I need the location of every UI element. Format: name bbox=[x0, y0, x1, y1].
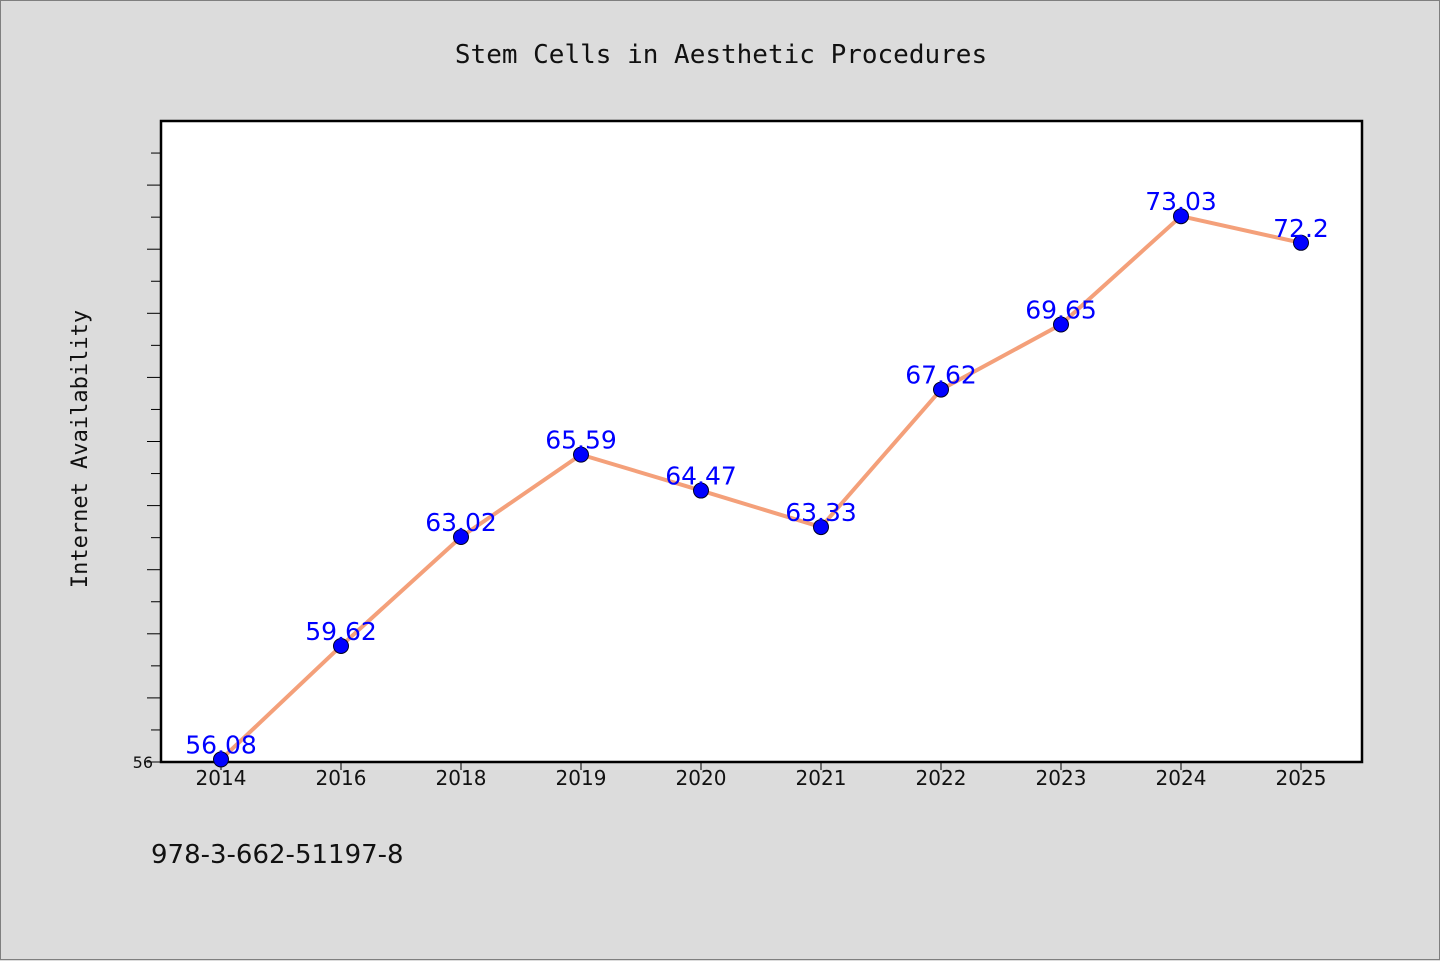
series-line bbox=[219, 214, 1302, 761]
x-tick-label: 2024 bbox=[1156, 766, 1207, 790]
y-tick-label: 56 bbox=[133, 753, 153, 772]
x-tick-label: 2019 bbox=[556, 766, 607, 790]
data-point bbox=[213, 751, 229, 768]
data-label: 56.08 bbox=[185, 730, 257, 759]
x-tick-label: 2023 bbox=[1036, 766, 1087, 790]
x-tick-label: 2016 bbox=[316, 766, 367, 790]
data-point bbox=[333, 637, 349, 654]
data-point bbox=[813, 519, 829, 536]
data-label: 73.03 bbox=[1145, 187, 1217, 216]
y-axis-label: Internet Availability bbox=[68, 310, 93, 588]
data-label: 64.47 bbox=[665, 462, 737, 491]
x-axis-ticks: 2014 2016 2018 2019 2020 2021 2022 2023 2024 2025 bbox=[196, 762, 1327, 790]
chart-title: Stem Cells in Aesthetic Procedures bbox=[455, 40, 987, 70]
data-label: 63.02 bbox=[425, 508, 497, 537]
x-tick-label: 2018 bbox=[436, 766, 487, 790]
data-point bbox=[1293, 234, 1309, 251]
data-label: 65.59 bbox=[545, 426, 617, 455]
y-axis-ticks: 56 bbox=[133, 152, 161, 772]
data-label: 59.62 bbox=[305, 617, 377, 646]
series-group: 56.08 59.62 63.02 65.59 64.47 63.33 67.62 69.65… bbox=[185, 187, 1329, 768]
data-label: 69.65 bbox=[1025, 296, 1097, 325]
x-tick-label: 2025 bbox=[1276, 766, 1327, 790]
data-label: 63.33 bbox=[785, 498, 857, 527]
data-point bbox=[1173, 208, 1189, 225]
data-label: 67.62 bbox=[905, 361, 977, 390]
plot-area bbox=[159, 119, 1364, 764]
data-point bbox=[453, 529, 469, 546]
x-tick-label: 2021 bbox=[796, 766, 847, 790]
data-point bbox=[1053, 316, 1069, 333]
data-label: 72.2 bbox=[1273, 214, 1329, 243]
data-point bbox=[933, 381, 949, 398]
data-point bbox=[573, 446, 589, 463]
x-tick-label: 2022 bbox=[916, 766, 967, 790]
x-tick-label: 2014 bbox=[196, 766, 247, 790]
x-tick-label: 2020 bbox=[676, 766, 727, 790]
footer-isbn: 978-3-662-51197-8 bbox=[151, 840, 404, 870]
data-point bbox=[693, 482, 709, 499]
